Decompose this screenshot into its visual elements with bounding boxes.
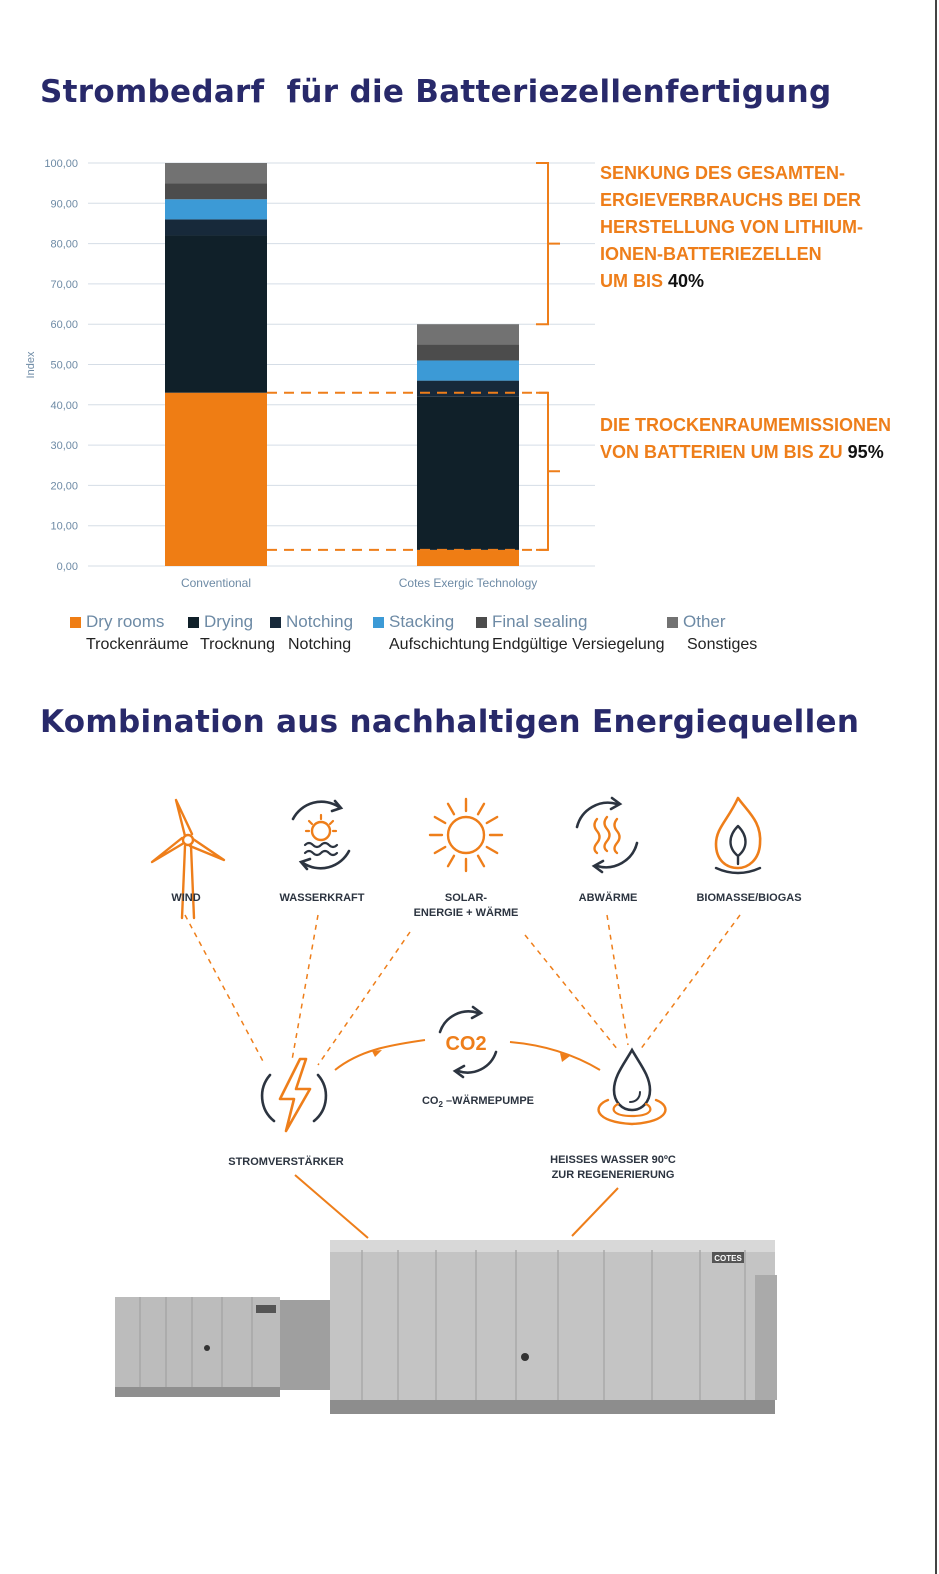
- source-label-wind-turbine: WIND: [171, 892, 200, 904]
- water-drop-icon: [597, 1047, 667, 1126]
- arrow-booster-to-pump: [334, 1039, 426, 1071]
- y-tick-label: 90,00: [50, 198, 78, 210]
- y-tick-label: 0,00: [57, 561, 78, 573]
- dryroom-reduction-bracket: [536, 391, 560, 551]
- legend-swatch: [667, 617, 678, 629]
- legend-item-final-sealing: Final sealing Endgültige Versiegelung: [476, 612, 665, 654]
- wind-turbine-icon: [150, 798, 226, 920]
- cotes-dehumidifier-unit: COTES: [115, 1240, 777, 1414]
- y-tick-label: 60,00: [50, 319, 78, 331]
- source-label-hydro: WASSERKRAFT: [280, 892, 365, 904]
- annotation-energy-reduction: SENKUNG DES GESAMTEN- ERGIEVERBRAUCHS BEI…: [600, 163, 863, 291]
- legend-item-drying: Drying Trocknung: [188, 612, 275, 654]
- legend-swatch: [270, 617, 281, 629]
- bar-segment-other: [165, 163, 267, 184]
- bar-segment-final-sealing: [417, 344, 519, 361]
- y-tick-label: 100,00: [44, 158, 78, 170]
- lightning-icon: [260, 1057, 328, 1133]
- hotwater-label-line: ZUR REGENERIERUNG: [552, 1169, 675, 1181]
- heatpump-label: CO2 –WÄRMEPUMPE: [422, 1094, 534, 1109]
- page-border: [935, 0, 937, 1574]
- bar-segment-dry-rooms: [417, 549, 519, 566]
- source-label-biomass-flame: BIOMASSE/BIOGAS: [696, 892, 801, 904]
- waste-heat-icon: [575, 796, 639, 874]
- bar-segment-dry-rooms: [165, 392, 267, 566]
- legend-item-notching: Notching Notching: [270, 612, 353, 654]
- hotwater-label-line: HEISSES WASSER 90ºC: [550, 1154, 676, 1166]
- legend-item-other: Other Sonstiges: [667, 612, 757, 654]
- x-tick-label: Conventional: [181, 576, 251, 590]
- bar-segment-notching: [417, 380, 519, 397]
- source-label-waste-heat: ABWÄRME: [579, 891, 638, 904]
- y-tick-label: 10,00: [50, 521, 78, 533]
- total-reduction-bracket: [536, 162, 560, 326]
- y-axis-label: Index: [25, 351, 37, 378]
- co2-cycle-icon: [438, 1005, 498, 1079]
- bar-segment-drying: [165, 235, 267, 393]
- bar-segment-stacking: [165, 199, 267, 220]
- bar-segment-notching: [165, 219, 267, 236]
- hotwater-label: HEISSES WASSER 90ºC ZUR REGENERIERUNG: [550, 1154, 676, 1181]
- annotation-dryroom-reduction: DIE TROCKENRAUMEMISSIONEN VON BATTERIEN U…: [600, 415, 892, 462]
- y-tick-label: 70,00: [50, 279, 78, 291]
- y-tick-label: 30,00: [50, 440, 78, 452]
- bar-segment-other: [417, 324, 519, 345]
- booster-label: STROMVERSTÄRKER: [228, 1155, 344, 1168]
- hydro-icon: [291, 799, 351, 871]
- biomass-flame-icon: [714, 796, 762, 875]
- source-label-sun: ENERGIE + WÄRME: [414, 906, 519, 919]
- chart-section-title: Strombedarf für die Batteriezellenfertig…: [40, 74, 832, 110]
- energy-sources-diagram: WIND WASSERKRAFT SOLAR- ENERGIE + WÄRME ABWÄ…: [115, 796, 802, 1414]
- y-tick-label: 50,00: [50, 360, 78, 372]
- arrow-pump-to-water: [509, 1041, 601, 1071]
- legend-item-dry-rooms: Dry rooms Trockenräume: [70, 612, 189, 654]
- y-tick-label: 80,00: [50, 239, 78, 251]
- legend-swatch: [476, 617, 487, 629]
- legend-swatch: [70, 617, 81, 629]
- legend-swatch: [373, 617, 384, 629]
- energy-section-title: Kombination aus nachhaltigen Energiequel…: [40, 704, 860, 740]
- y-tick-label: 40,00: [50, 400, 78, 412]
- legend-item-stacking: Stacking Aufschichtung: [373, 612, 490, 654]
- bar-segment-final-sealing: [165, 183, 267, 200]
- legend-swatch: [188, 617, 199, 629]
- source-connectors: [184, 914, 741, 1066]
- chart-legend: Dry rooms Trockenräume Drying Trocknung Notc…: [70, 612, 770, 662]
- stacked-bar-chart: 0,00 10,00 20,00 30,00 40,00 50,00 60,00 70,00 8…: [25, 158, 595, 590]
- bar-segment-drying: [417, 396, 519, 550]
- connector-water-unit: [571, 1187, 619, 1237]
- y-tick-label: 20,00: [50, 480, 78, 492]
- co2-icon-text: CO2: [445, 1033, 486, 1055]
- bar-segment-stacking: [417, 360, 519, 381]
- cotes-brand-logo: COTES: [714, 1254, 742, 1263]
- connector-booster-unit: [294, 1174, 369, 1239]
- sun-icon: [428, 797, 504, 873]
- x-tick-label: Cotes Exergic Technology: [399, 576, 538, 590]
- source-label-sun: SOLAR-: [445, 892, 488, 904]
